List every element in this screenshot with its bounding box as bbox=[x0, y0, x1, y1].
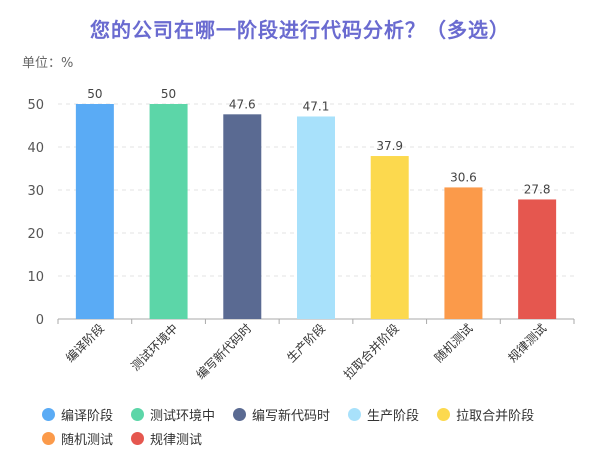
x-tick-label: 规律测试 bbox=[505, 321, 550, 366]
data-label: 37.9 bbox=[376, 139, 403, 153]
data-label: 47.1 bbox=[303, 99, 330, 113]
legend-swatch bbox=[131, 431, 145, 445]
bar bbox=[444, 187, 483, 319]
legend-item[interactable]: 编写新代码时 bbox=[233, 407, 331, 424]
legend-swatch bbox=[437, 408, 451, 421]
y-tick-label: 50 bbox=[27, 98, 44, 113]
legend: 编译阶段 测试环境中 编写新代码时 生产阶段 拉取合并阶段随机测试 规律测试 bbox=[42, 406, 582, 453]
legend-label: 编译阶段 bbox=[61, 409, 114, 424]
legend-item[interactable]: 编译阶段 bbox=[42, 407, 114, 424]
bar bbox=[518, 199, 557, 319]
data-label: 50 bbox=[161, 87, 176, 101]
data-label: 30.6 bbox=[450, 170, 477, 184]
bar bbox=[223, 114, 262, 319]
bar bbox=[149, 104, 188, 319]
y-tick-label: 40 bbox=[27, 141, 44, 156]
x-tick-label: 拉取合并阶段 bbox=[340, 321, 402, 383]
legend-label: 编写新代码时 bbox=[252, 409, 331, 424]
x-tick-label: 随机测试 bbox=[431, 321, 476, 366]
legend-label: 随机测试 bbox=[61, 432, 114, 448]
y-tick-label: 30 bbox=[27, 184, 44, 199]
y-tick-label: 20 bbox=[27, 227, 44, 242]
legend-item[interactable]: 随机测试 bbox=[42, 430, 114, 448]
legend-item[interactable]: 拉取合并阶段 bbox=[437, 407, 535, 424]
legend-label: 生产阶段 bbox=[367, 409, 420, 424]
bar bbox=[297, 116, 335, 319]
legend-item[interactable]: 生产阶段 bbox=[348, 407, 420, 424]
legend-label: 测试环境中 bbox=[150, 409, 216, 424]
x-tick-label: 生产阶段 bbox=[284, 321, 329, 366]
x-tick-label: 测试环境中 bbox=[128, 321, 181, 374]
legend-swatch bbox=[131, 408, 145, 421]
legend-swatch bbox=[42, 431, 55, 445]
bar bbox=[370, 156, 409, 319]
bar bbox=[75, 104, 114, 319]
legend-label: 规律测试 bbox=[150, 432, 203, 448]
data-label: 50 bbox=[87, 87, 102, 101]
legend-swatch bbox=[233, 408, 247, 421]
y-tick-label: 0 bbox=[36, 313, 44, 328]
y-tick-label: 10 bbox=[27, 270, 44, 285]
x-tick-label: 编写新代码时 bbox=[193, 321, 255, 383]
legend-swatch bbox=[348, 408, 362, 421]
x-tick-label: 编译阶段 bbox=[62, 321, 107, 366]
data-label: 27.8 bbox=[524, 182, 551, 196]
legend-item[interactable]: 测试环境中 bbox=[131, 407, 216, 424]
bar-chart: 0 10 20 30 40 50 50 编译阶段 50 测试环境中 47.6 编写新代码时 47.1 生产… bbox=[27, 87, 575, 383]
unit-label: 单位：% bbox=[22, 56, 74, 71]
data-label: 47.6 bbox=[229, 97, 256, 111]
legend-swatch bbox=[42, 408, 55, 421]
legend-item[interactable]: 规律测试 bbox=[131, 430, 203, 448]
legend-label: 拉取合并阶段 bbox=[456, 409, 535, 424]
chart-title: 您的公司在哪一阶段进行代码分析？（多选） bbox=[90, 18, 510, 42]
